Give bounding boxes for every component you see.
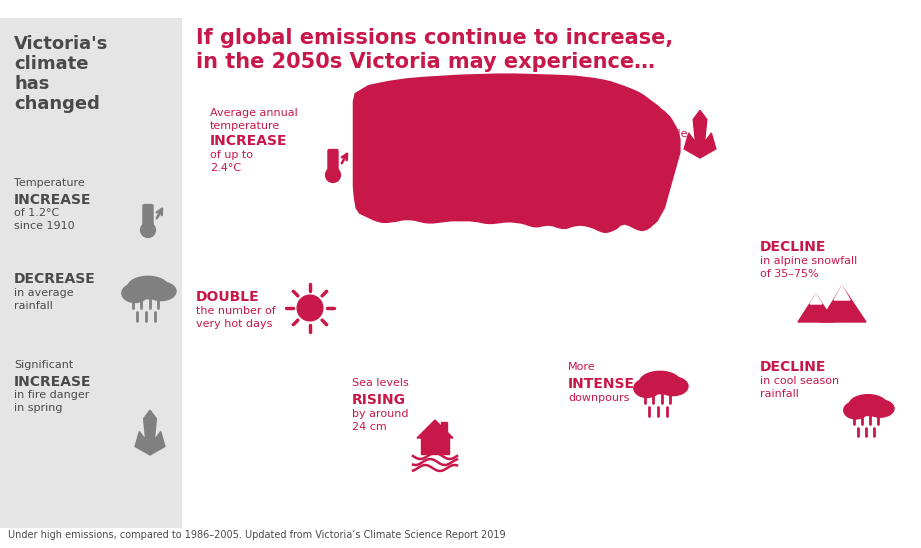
Text: RISING: RISING	[352, 393, 406, 407]
Text: INCREASE: INCREASE	[14, 193, 91, 207]
Text: INCREASE: INCREASE	[210, 134, 287, 148]
Text: by around
24 cm: by around 24 cm	[352, 409, 409, 432]
Text: DECLINE: DECLINE	[760, 240, 826, 254]
Polygon shape	[135, 410, 165, 455]
Bar	[0, 18, 182, 528]
Circle shape	[297, 295, 323, 321]
Circle shape	[141, 222, 156, 237]
Polygon shape	[417, 420, 453, 438]
Ellipse shape	[867, 400, 894, 417]
Ellipse shape	[849, 395, 887, 415]
Text: Victoria's
climate
has
changed: Victoria's climate has changed	[14, 35, 109, 113]
Text: DOUBLE: DOUBLE	[196, 290, 260, 304]
Text: Temperature: Temperature	[14, 178, 85, 188]
Text: If global emissions continue to increase,: If global emissions continue to increase…	[196, 28, 673, 48]
Text: of 1.2°C
since 1910: of 1.2°C since 1910	[14, 208, 75, 231]
Ellipse shape	[634, 379, 660, 397]
Text: INCREASE: INCREASE	[14, 375, 91, 389]
Text: in the 2050s Victoria may experience…: in the 2050s Victoria may experience…	[196, 52, 655, 72]
Text: INTENSE: INTENSE	[568, 377, 635, 391]
Text: More: More	[568, 362, 596, 372]
Polygon shape	[798, 294, 834, 322]
Text: fire seasons,
with up to double
the number
of high fire
danger days: fire seasons, with up to double the numb…	[590, 116, 687, 179]
Ellipse shape	[122, 284, 148, 302]
Circle shape	[325, 168, 341, 182]
Text: downpours: downpours	[568, 393, 629, 403]
Text: in average
rainfall: in average rainfall	[14, 288, 74, 311]
Text: of up to
2.4°C: of up to 2.4°C	[210, 150, 253, 173]
Ellipse shape	[146, 282, 176, 301]
FancyBboxPatch shape	[142, 204, 154, 229]
Ellipse shape	[659, 377, 688, 396]
Text: in cool season
rainfall: in cool season rainfall	[760, 376, 839, 399]
Text: in alpine snowfall
of 35–75%: in alpine snowfall of 35–75%	[760, 256, 857, 279]
Bar	[441, 422, 447, 432]
Polygon shape	[353, 73, 681, 233]
Polygon shape	[684, 110, 716, 158]
Text: DECREASE: DECREASE	[14, 272, 96, 286]
Ellipse shape	[639, 372, 681, 393]
Text: in fire danger
in spring: in fire danger in spring	[14, 390, 89, 413]
Ellipse shape	[844, 402, 868, 419]
Text: Sea levels: Sea levels	[352, 378, 409, 388]
Polygon shape	[820, 286, 866, 322]
Polygon shape	[834, 286, 850, 300]
Text: the number of
very hot days: the number of very hot days	[196, 306, 275, 329]
Text: DECLINE: DECLINE	[760, 360, 826, 374]
Ellipse shape	[127, 276, 169, 299]
Text: LONGER: LONGER	[590, 100, 654, 114]
Text: Significant: Significant	[14, 360, 74, 370]
Text: Average annual
temperature: Average annual temperature	[210, 108, 297, 131]
Polygon shape	[810, 294, 822, 304]
Bar	[421, 438, 449, 454]
Text: Under high emissions, compared to 1986–2005. Updated from Victoria’s Climate Sci: Under high emissions, compared to 1986–2…	[8, 530, 506, 540]
FancyBboxPatch shape	[327, 149, 339, 173]
